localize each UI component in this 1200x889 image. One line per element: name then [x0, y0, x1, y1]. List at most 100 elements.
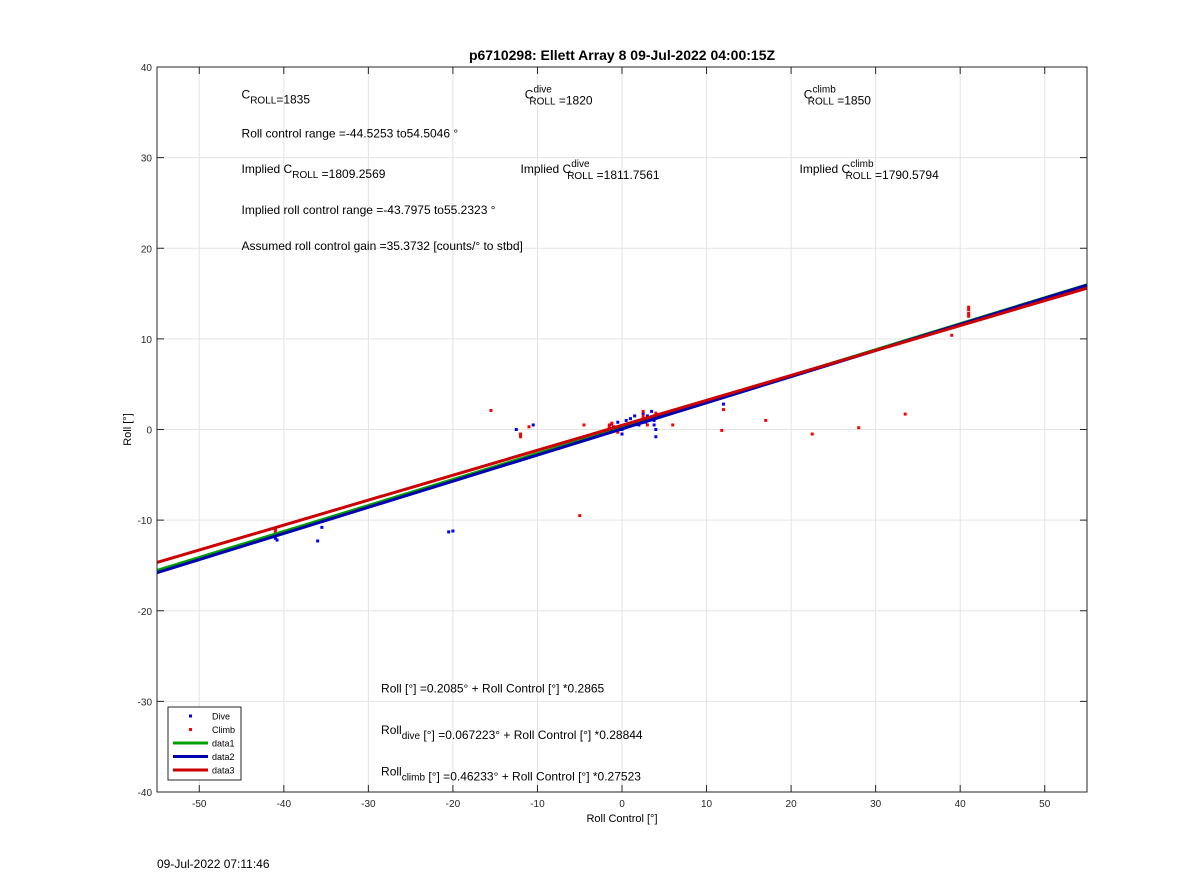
y-tick-label: -40	[138, 788, 153, 799]
dive-point	[721, 402, 725, 406]
climb-point	[810, 432, 814, 436]
climb-point	[527, 425, 531, 429]
x-tick-label: 10	[701, 799, 713, 810]
climb-point	[273, 529, 277, 533]
annotation-c-roll: CROLL=1835	[242, 88, 311, 107]
annotation-text: =1835	[276, 93, 310, 107]
annotation-text: [°] =0.067223° + Roll Control [°] *0.288…	[420, 728, 643, 742]
annotation-text: =1820	[556, 94, 593, 108]
dive-point	[320, 525, 324, 529]
annotation-superscript: dive	[571, 159, 590, 170]
annotation-text: C	[242, 88, 251, 102]
climb-point	[967, 314, 971, 318]
dive-point	[316, 539, 320, 543]
climb-point	[967, 305, 971, 309]
data-layer	[157, 283, 1087, 575]
climb-point	[720, 428, 724, 432]
annotation-subscript: ROLL	[292, 170, 319, 181]
climb-point	[671, 423, 675, 427]
annotation-subscript: ROLL	[250, 96, 277, 107]
dive-point	[275, 538, 279, 542]
annotation-text: C	[804, 88, 813, 102]
dive-point	[654, 435, 658, 439]
climb-point	[610, 421, 614, 425]
annotation-implied-c-roll: Implied CROLL =1809.2569	[242, 162, 386, 181]
dive-point	[514, 428, 518, 431]
dive-point	[654, 428, 658, 431]
annotation-subscript: ROLL	[808, 97, 835, 108]
annotation-text: Implied C	[800, 162, 851, 176]
annotation-text: Roll [°] =0.2085° + Roll Control [°] *0.…	[381, 681, 605, 695]
legend-marker-climb	[189, 728, 192, 731]
dive-point	[645, 414, 649, 418]
annotation-text: Roll control range =-44.5253 to54.5046 °	[242, 127, 459, 141]
annotation-text: C	[525, 88, 534, 102]
x-tick-label: 0	[619, 799, 625, 810]
annotation-text: Assumed roll control gain =35.3732 [coun…	[242, 239, 523, 253]
annotation-text: Roll	[381, 723, 402, 737]
dive-point	[628, 417, 632, 421]
climb-point	[654, 411, 658, 415]
annotation-text: =1850	[834, 94, 871, 108]
climb-point	[641, 409, 645, 413]
annotation-subscript: ROLL	[529, 97, 556, 108]
annotation-c-roll-climb: Cclimb ROLL =1850	[804, 85, 872, 108]
annotation-fit-climb: Rollclimb [°] =0.46233° + Roll Control […	[381, 765, 641, 784]
annotation-text: Implied C	[242, 162, 293, 176]
annotation-subscript: ROLL	[846, 171, 873, 182]
annotation-c-roll-dive: Cdive ROLL =1820	[525, 85, 593, 108]
annotation-text: =1811.7561	[593, 168, 660, 182]
annotation-text: Implied roll control range =-43.7975 to5…	[242, 203, 496, 217]
dive-point	[531, 423, 535, 427]
annotation-implied-c-roll-climb: Implied Cclimb ROLL =1790.5794	[800, 159, 940, 182]
x-tick-label: -10	[530, 799, 545, 810]
climb-point	[641, 414, 645, 418]
annotation-subscript: climb	[402, 773, 426, 784]
climb-point	[519, 435, 523, 439]
dive-point	[652, 423, 656, 427]
y-tick-label: -30	[138, 697, 153, 708]
annotation-fit-dive: Rolldive [°] =0.067223° + Roll Control […	[381, 723, 643, 742]
climb-point	[489, 408, 493, 412]
x-tick-label: -40	[277, 799, 292, 810]
climb-point	[273, 527, 277, 531]
legend-label-data1: data1	[212, 739, 235, 749]
climb-point	[721, 408, 725, 412]
x-tick-label: 40	[955, 799, 967, 810]
climb-point	[607, 423, 611, 427]
annotation-implied-c-roll-dive: Implied Cdive ROLL =1811.7561	[521, 159, 660, 182]
dive-point	[641, 411, 645, 415]
y-tick-label: -20	[138, 607, 153, 618]
climb-point	[764, 418, 768, 422]
annotation-text: [°] =0.46233° + Roll Control [°] *0.2752…	[425, 770, 641, 784]
chart-title: p6710298: Ellett Array 8 09-Jul-2022 04:…	[469, 47, 776, 63]
y-tick-label: -10	[138, 516, 153, 527]
y-tick-label: 0	[146, 426, 152, 437]
dive-point	[633, 414, 637, 418]
annotation-text: Roll	[381, 765, 402, 779]
dive-point	[451, 529, 455, 533]
dive-point	[624, 418, 628, 422]
x-tick-label: -50	[192, 799, 207, 810]
dive-point	[620, 432, 624, 436]
climb-point	[903, 412, 907, 416]
annotation-fit-all: Roll [°] =0.2085° + Roll Control [°] *0.…	[381, 681, 605, 695]
climb-point	[857, 426, 861, 430]
fit-line-data3	[157, 286, 1087, 564]
dive-point	[273, 536, 277, 540]
annotation-subscript: ROLL	[567, 171, 594, 182]
x-tick-label: 50	[1039, 799, 1051, 810]
y-axis-label: Roll [°]	[122, 413, 134, 446]
legend-label-data2: data2	[212, 752, 235, 762]
climb-point	[967, 312, 971, 315]
legend-marker-dive	[189, 714, 192, 718]
x-tick-label: 30	[870, 799, 882, 810]
x-tick-label: 20	[786, 799, 798, 810]
dive-point	[650, 409, 654, 413]
climb-point	[950, 333, 954, 337]
dive-point	[447, 530, 451, 534]
climb-point	[519, 432, 523, 436]
annotation-assumed-gain: Assumed roll control gain =35.3732 [coun…	[242, 239, 523, 253]
y-tick-label: 30	[141, 154, 153, 165]
